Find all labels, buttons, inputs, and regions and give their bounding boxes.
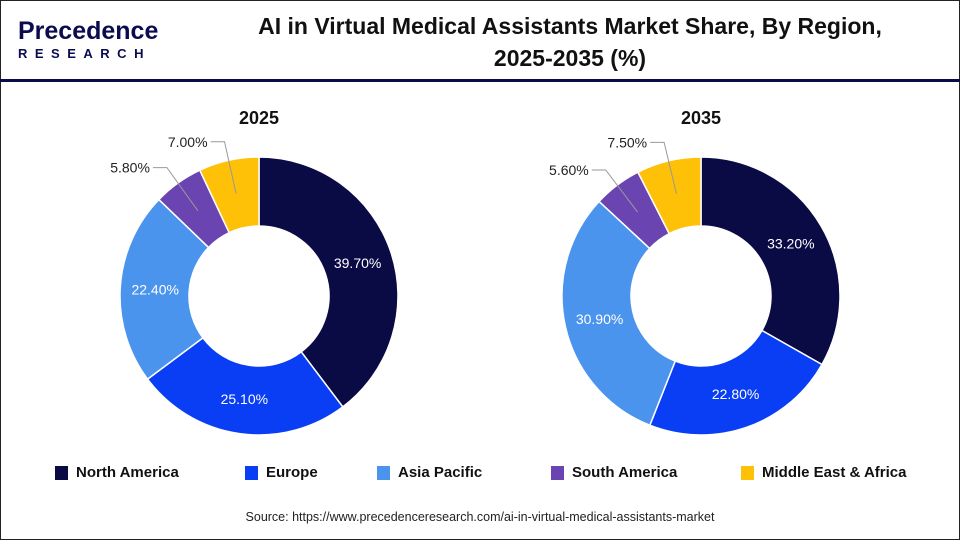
data-label: 7.00% xyxy=(168,134,208,150)
data-label: 7.50% xyxy=(607,134,647,150)
data-label: 22.80% xyxy=(712,386,759,402)
leader-line xyxy=(591,169,639,213)
slice-europe xyxy=(146,336,344,436)
legend-item-middle-east-africa: Middle East & Africa xyxy=(741,464,906,481)
data-label: 5.60% xyxy=(549,162,589,178)
chart-title: AI in Virtual Medical Assistants Market … xyxy=(200,10,940,74)
slice-middle-east-africa xyxy=(198,156,260,234)
data-label: 39.70% xyxy=(334,255,381,271)
data-label: 5.80% xyxy=(110,160,150,176)
legend-label: Middle East & Africa xyxy=(762,464,907,481)
chart-title-2025: 2025 xyxy=(239,108,279,128)
legend-item-asia-pacific: Asia Pacific xyxy=(377,464,482,481)
chart-title-2035: 2035 xyxy=(681,108,721,128)
legend-label: Asia Pacific xyxy=(398,464,483,481)
legend-item-south-america: South America xyxy=(551,464,677,481)
data-label: 33.20% xyxy=(767,236,814,252)
slice-asia-pacific xyxy=(561,200,677,427)
legend-label: South America xyxy=(572,464,678,481)
legend-swatch xyxy=(551,465,564,480)
slice-europe xyxy=(648,329,823,436)
slice-north-america xyxy=(700,156,841,366)
slice-north-america xyxy=(258,156,399,408)
data-label: 22.40% xyxy=(131,281,178,297)
leader-line xyxy=(152,167,199,211)
legend: North America Europe Asia Pacific South … xyxy=(0,464,960,486)
title-line-1: AI in Virtual Medical Assistants Market … xyxy=(258,13,882,39)
header-divider xyxy=(0,79,960,82)
logo-line1: Precedence xyxy=(18,17,159,45)
legend-swatch xyxy=(55,465,68,480)
legend-item-europe: Europe xyxy=(245,464,318,481)
legend-item-north-america: North America xyxy=(55,464,179,481)
leader-line xyxy=(210,141,237,194)
leader-line xyxy=(650,141,677,195)
title-line-2: 2025-2035 (%) xyxy=(493,45,647,71)
legend-swatch xyxy=(741,465,754,480)
slice-asia-pacific xyxy=(119,198,210,381)
precedence-research-logo: Precedence RESEARCH xyxy=(18,18,158,61)
logo-line2: RESEARCH xyxy=(18,46,151,61)
source-note: Source: https://www.precedenceresearch.c… xyxy=(245,510,715,524)
legend-swatch xyxy=(245,465,258,480)
legend-swatch xyxy=(377,465,390,480)
legend-label: Europe xyxy=(266,464,318,481)
slice-middle-east-africa xyxy=(636,156,702,235)
legend-label: North America xyxy=(76,464,179,481)
data-label: 30.90% xyxy=(576,311,623,327)
data-label: 25.10% xyxy=(221,391,268,407)
